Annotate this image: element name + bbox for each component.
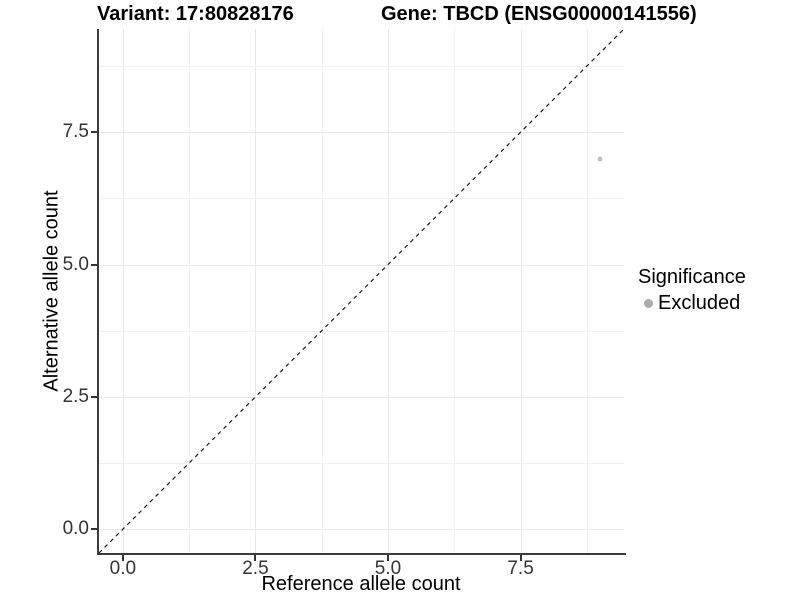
y-minor-gridline [99, 198, 624, 200]
legend-item-excluded: Excluded [638, 292, 746, 315]
y-tick-mark [91, 131, 97, 134]
x-axis-line [97, 553, 626, 555]
x-minor-gridline [454, 29, 456, 553]
y-minor-gridline [99, 330, 624, 332]
x-tick-mark [254, 555, 257, 561]
x-tick-label: 0.0 [109, 558, 137, 579]
x-minor-gridline [586, 29, 588, 553]
legend: Significance Excluded [638, 266, 746, 315]
plot-panel [99, 29, 624, 553]
y-major-gridline [99, 396, 624, 398]
x-major-gridline [122, 29, 124, 553]
y-axis-title: Alternative allele count [40, 190, 63, 392]
x-major-gridline [520, 29, 522, 553]
y-tick-label: 5.0 [62, 253, 89, 275]
x-minor-gridline [321, 29, 323, 553]
y-tick-label: 0.0 [62, 518, 89, 540]
y-major-gridline [99, 132, 624, 134]
x-tick-label: 2.5 [242, 558, 269, 579]
y-major-gridline [99, 264, 624, 266]
y-tick-mark [91, 395, 97, 398]
y-minor-gridline [99, 66, 624, 68]
x-tick-mark [519, 555, 522, 561]
x-tick-mark [121, 555, 124, 561]
legend-title: Significance [638, 266, 746, 288]
y-tick-mark [91, 528, 97, 531]
x-tick-label: 7.5 [507, 558, 534, 579]
y-axis-line [97, 29, 99, 555]
y-major-gridline [99, 529, 624, 531]
legend-point-swatch [644, 299, 653, 308]
data-point [597, 156, 603, 162]
variant-title: Variant: 17:80828176 [97, 3, 294, 25]
x-major-gridline [388, 29, 389, 553]
x-axis-title: Reference allele count [261, 573, 461, 595]
legend-item-label: Excluded [658, 292, 741, 314]
y-tick-label: 2.5 [62, 385, 89, 407]
identity-dashed-line [99, 29, 624, 553]
y-tick-label: 7.5 [62, 121, 89, 143]
gene-title: Gene: TBCD (ENSG00000141556) [381, 3, 697, 25]
y-minor-gridline [99, 463, 624, 465]
x-minor-gridline [189, 29, 191, 553]
x-tick-label: 5.0 [374, 558, 402, 579]
y-tick-mark [91, 263, 97, 266]
x-major-gridline [255, 29, 257, 553]
x-tick-mark [387, 555, 389, 561]
